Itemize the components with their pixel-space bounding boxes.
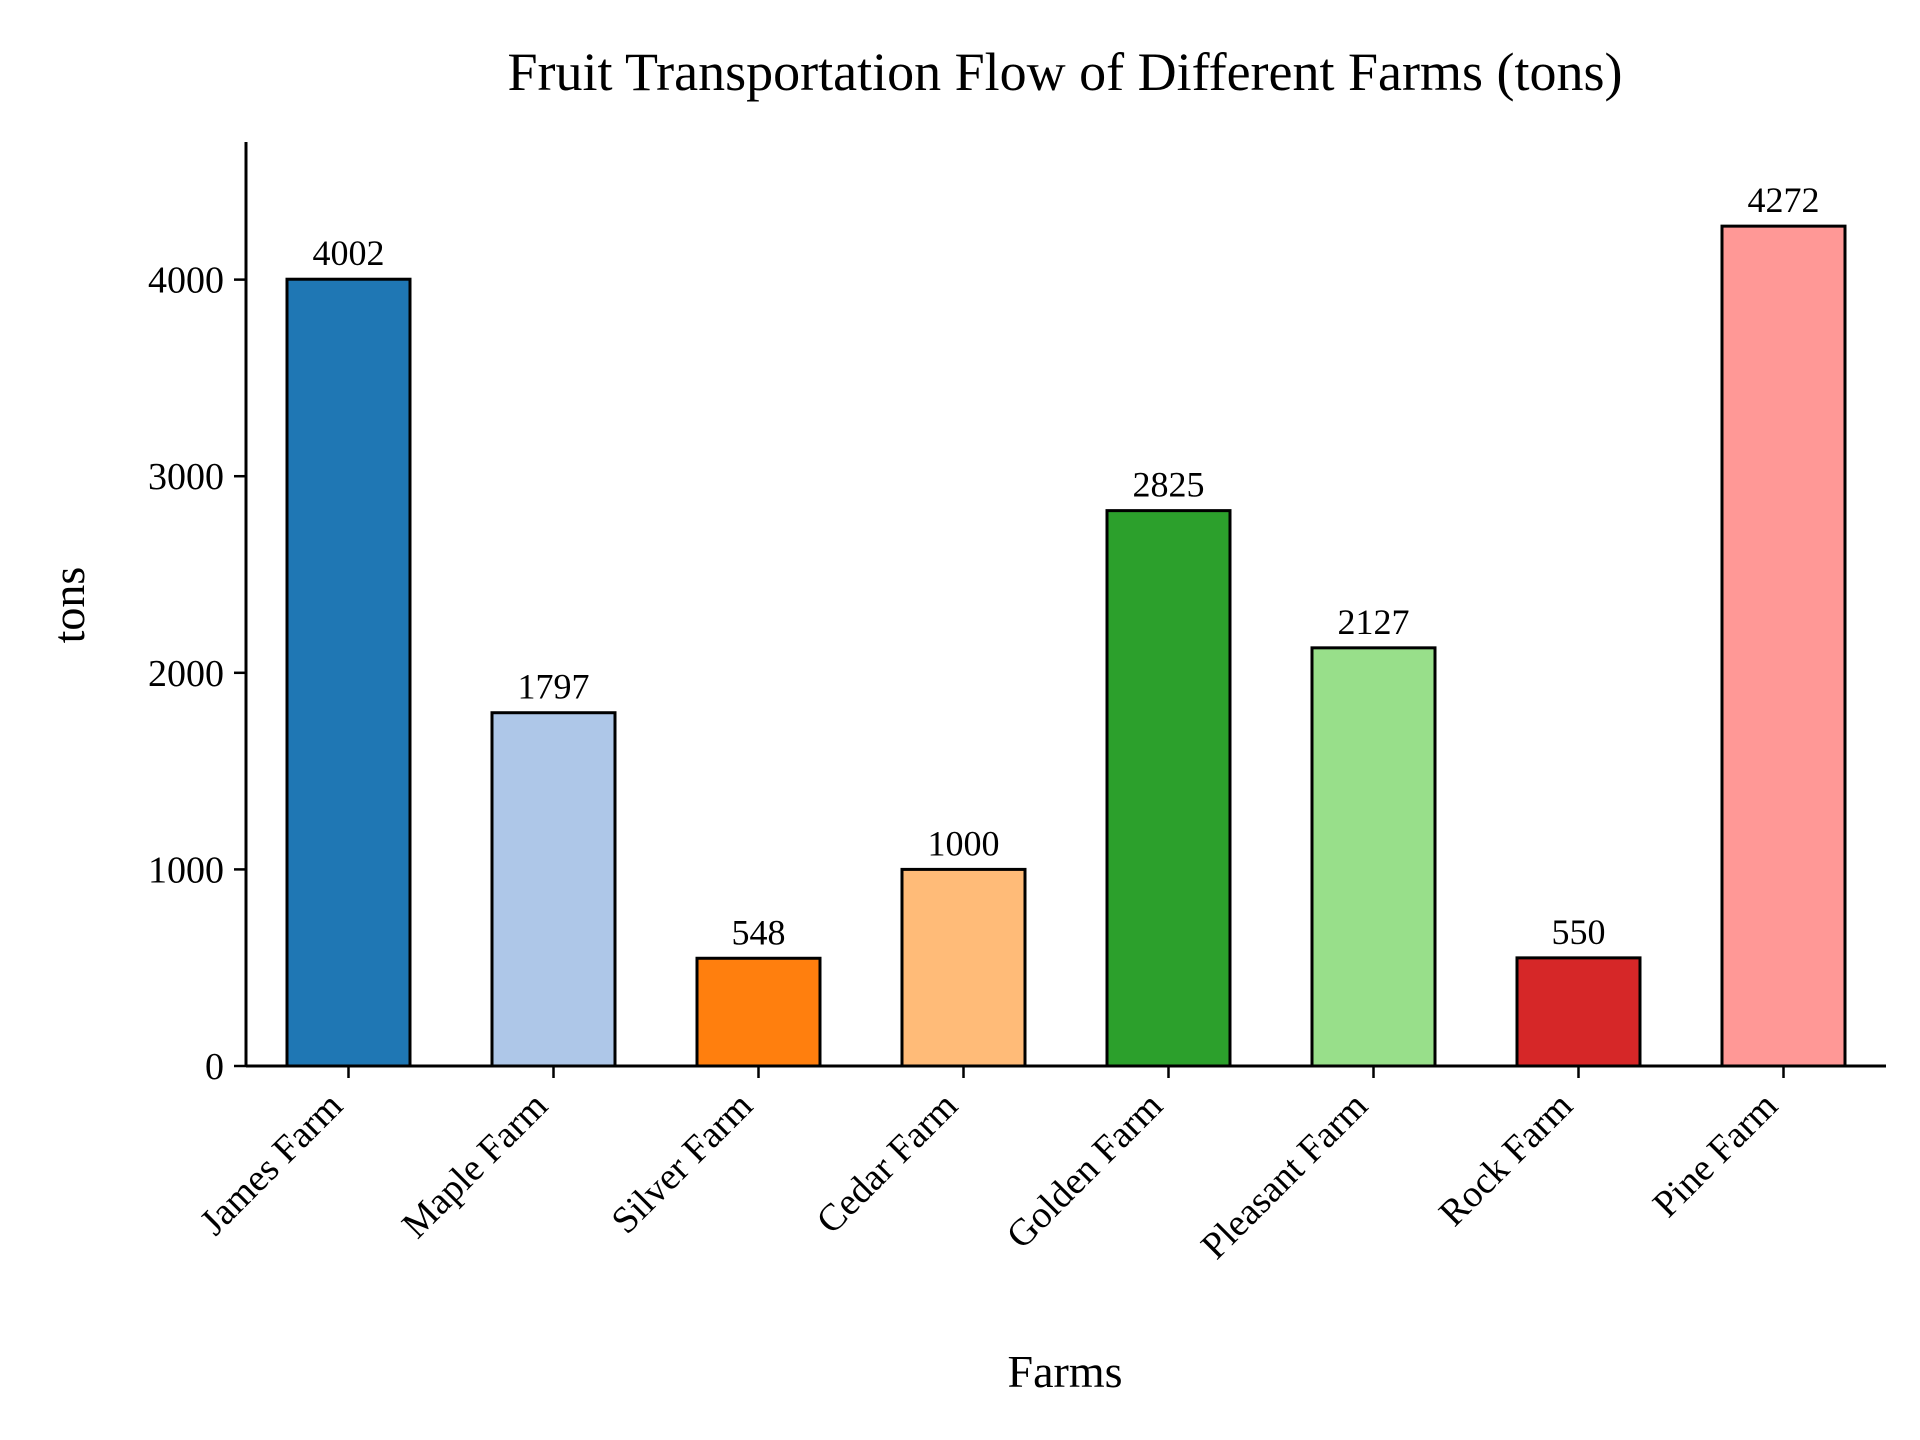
chart-title: Fruit Transportation Flow of Different F… [508,42,1623,102]
value-label-golden-farm: 2825 [1133,465,1205,505]
x-tick-label-pine-farm: Pine Farm [1645,1085,1786,1226]
y-axis: 0 1000 2000 3000 4000 [148,142,248,1088]
value-label-silver-farm: 548 [732,912,786,952]
bar-pine-farm [1720,224,1847,1068]
value-label-cedar-farm: 1000 [928,823,1000,863]
y-tick-label-3000: 3000 [148,456,224,498]
value-labels-group: 4002 1797 548 1000 2825 2127 550 4272 [313,180,1820,952]
bar-pleasant-farm [1310,646,1437,1068]
x-tick-label-maple-farm: Maple Farm [394,1085,556,1247]
value-label-rock-farm: 550 [1552,912,1606,952]
y-tick-label-4000: 4000 [148,260,224,302]
x-tick-label-pleasant-farm: Pleasant Farm [1193,1085,1376,1268]
x-tick-label-james-farm: James Farm [192,1085,351,1244]
value-label-pleasant-farm: 2127 [1338,602,1410,642]
bar-maple-farm [490,711,617,1068]
y-tick-label-0: 0 [205,1046,224,1088]
x-axis-label: Farms [1008,1346,1123,1397]
bars-group [285,224,1847,1068]
bar-rock-farm [1515,956,1642,1068]
x-tick-label-cedar-farm: Cedar Farm [809,1085,966,1242]
x-tick-label-golden-farm: Golden Farm [999,1085,1171,1257]
y-tick-label-1000: 1000 [148,849,224,891]
y-axis-label: tons [43,567,94,644]
value-label-maple-farm: 1797 [518,667,590,707]
x-axis: James Farm Maple Farm Silver Farm Cedar Far… [192,1064,1886,1268]
bar-james-farm [285,277,412,1068]
x-tick-label-rock-farm: Rock Farm [1431,1085,1581,1235]
bar-cedar-farm [900,867,1027,1068]
bar-golden-farm [1105,509,1232,1068]
bar-silver-farm [695,956,822,1068]
value-label-pine-farm: 4272 [1748,180,1820,220]
y-tick-label-2000: 2000 [148,653,224,695]
x-tick-label-silver-farm: Silver Farm [604,1085,761,1242]
value-label-james-farm: 4002 [313,233,385,273]
